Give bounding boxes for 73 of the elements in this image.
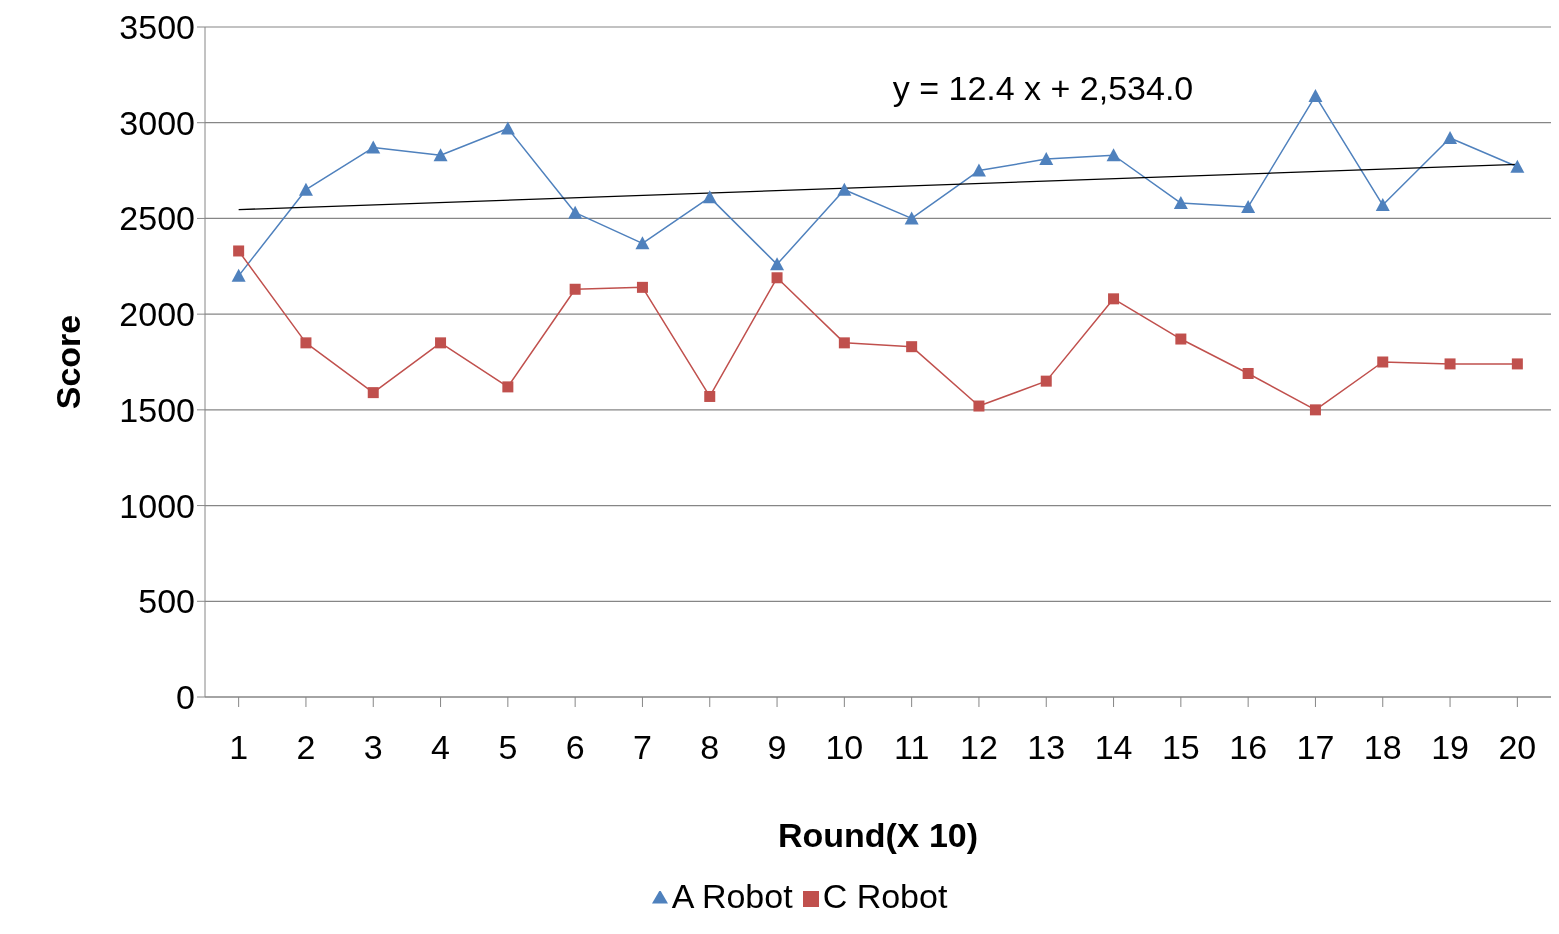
y-tick-label: 500 bbox=[138, 582, 195, 621]
x-tick-label: 9 bbox=[767, 728, 787, 766]
x-tick-label: 6 bbox=[565, 728, 585, 766]
point bbox=[1511, 358, 1523, 370]
point bbox=[1241, 199, 1256, 213]
point bbox=[300, 337, 312, 349]
legend-label: C Robot bbox=[822, 877, 948, 915]
point bbox=[298, 182, 313, 196]
x-tick-label: 1 bbox=[229, 728, 249, 766]
point bbox=[1377, 356, 1389, 368]
x-tick-label: 10 bbox=[825, 728, 864, 766]
x-tick-label: 8 bbox=[700, 728, 720, 766]
y-tick-label: 2500 bbox=[119, 199, 195, 238]
point bbox=[366, 140, 381, 154]
x-tick-label: 13 bbox=[1027, 728, 1066, 766]
x-tick-label: 19 bbox=[1431, 728, 1469, 766]
x-tick-label: 15 bbox=[1161, 728, 1200, 766]
y-tick-label: 1500 bbox=[119, 390, 195, 429]
point bbox=[1375, 198, 1390, 212]
x-tick-label: 20 bbox=[1498, 728, 1537, 766]
y-tick-label: 1000 bbox=[119, 486, 195, 525]
point bbox=[973, 400, 985, 412]
y-axis-title: Score bbox=[49, 314, 88, 410]
point bbox=[435, 337, 447, 349]
point bbox=[1308, 88, 1323, 102]
x-tick-label: 11 bbox=[894, 728, 930, 766]
x-tick-label: 2 bbox=[296, 728, 316, 766]
y-tick-label: 3500 bbox=[119, 8, 195, 47]
point bbox=[1242, 367, 1254, 379]
point bbox=[1106, 148, 1121, 162]
legend-label: A Robot bbox=[671, 877, 793, 915]
x-tick-label: 18 bbox=[1363, 728, 1402, 766]
point bbox=[771, 272, 783, 284]
x-tick-label: 4 bbox=[431, 728, 451, 766]
x-tick-label: 3 bbox=[363, 728, 383, 766]
point bbox=[837, 182, 852, 196]
point bbox=[1510, 159, 1525, 173]
x-tick-label: 14 bbox=[1094, 728, 1133, 766]
y-tick-label: 3000 bbox=[119, 103, 195, 142]
point bbox=[233, 245, 245, 257]
point bbox=[1108, 293, 1120, 305]
x-tick-label: 5 bbox=[498, 728, 518, 766]
point bbox=[1173, 196, 1188, 210]
y-tick-label: 2000 bbox=[119, 295, 195, 334]
x-tick-label: 16 bbox=[1229, 728, 1268, 766]
point bbox=[635, 236, 650, 250]
y-tick-label: 0 bbox=[176, 678, 195, 717]
point bbox=[1309, 404, 1321, 416]
point bbox=[1039, 152, 1054, 166]
point bbox=[502, 381, 514, 393]
point bbox=[971, 163, 986, 177]
point bbox=[906, 341, 918, 353]
point bbox=[1444, 358, 1456, 370]
point bbox=[500, 121, 515, 135]
point bbox=[367, 387, 379, 399]
point bbox=[704, 390, 716, 402]
point bbox=[568, 205, 583, 219]
point bbox=[770, 257, 785, 271]
x-tick-label: 7 bbox=[632, 728, 652, 766]
point bbox=[838, 337, 850, 349]
x-tick-label: 12 bbox=[960, 728, 998, 766]
point bbox=[1040, 375, 1052, 387]
point bbox=[904, 211, 919, 225]
point bbox=[231, 268, 246, 282]
point bbox=[636, 281, 648, 293]
annotation: y = 12.4 x + 2,534.0 bbox=[892, 69, 1194, 107]
point bbox=[702, 190, 717, 204]
point bbox=[1443, 131, 1458, 145]
point bbox=[1175, 333, 1187, 345]
point bbox=[433, 148, 448, 162]
x-axis-title: Round(X 10) bbox=[777, 816, 979, 854]
point bbox=[569, 283, 581, 295]
x-tick-label: 17 bbox=[1296, 728, 1335, 766]
